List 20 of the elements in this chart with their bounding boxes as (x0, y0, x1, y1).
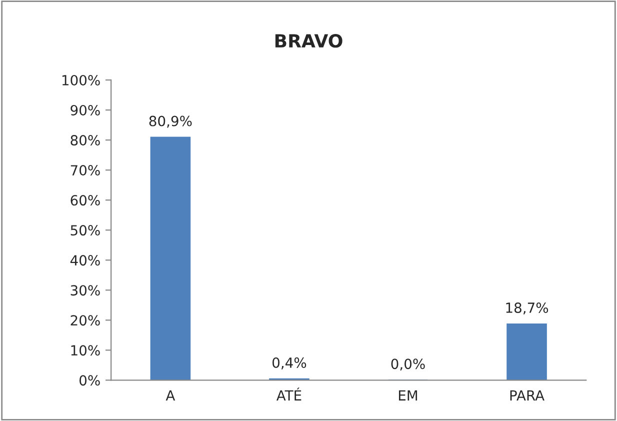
y-tick-label: 50% (70, 225, 100, 236)
data-label: 0,4% (272, 357, 306, 370)
x-tick-label: EM (398, 390, 418, 400)
x-tick-label: ATÉ (276, 388, 302, 400)
y-tick-label: 90% (70, 104, 100, 116)
y-tick-label: 20% (70, 315, 100, 326)
y-tick-label: 10% (71, 345, 100, 356)
y-tick-label: 30% (70, 285, 100, 296)
data-label: 18,7% (506, 302, 548, 314)
y-tick-label: 0% (80, 375, 100, 386)
y-tick-label: 80% (70, 134, 100, 146)
data-label: 0,0% (391, 358, 425, 371)
y-tick-label: 40% (70, 255, 100, 266)
y-tick-label: 100% (62, 74, 100, 86)
x-tick-label: PARA (510, 390, 544, 400)
y-tick-label: 60% (70, 195, 100, 206)
data-label: 80,9% (149, 116, 192, 128)
x-tick-label: A (166, 390, 176, 400)
y-tick-label: 70% (70, 165, 100, 176)
chart-title: BRAVO (275, 34, 342, 48)
